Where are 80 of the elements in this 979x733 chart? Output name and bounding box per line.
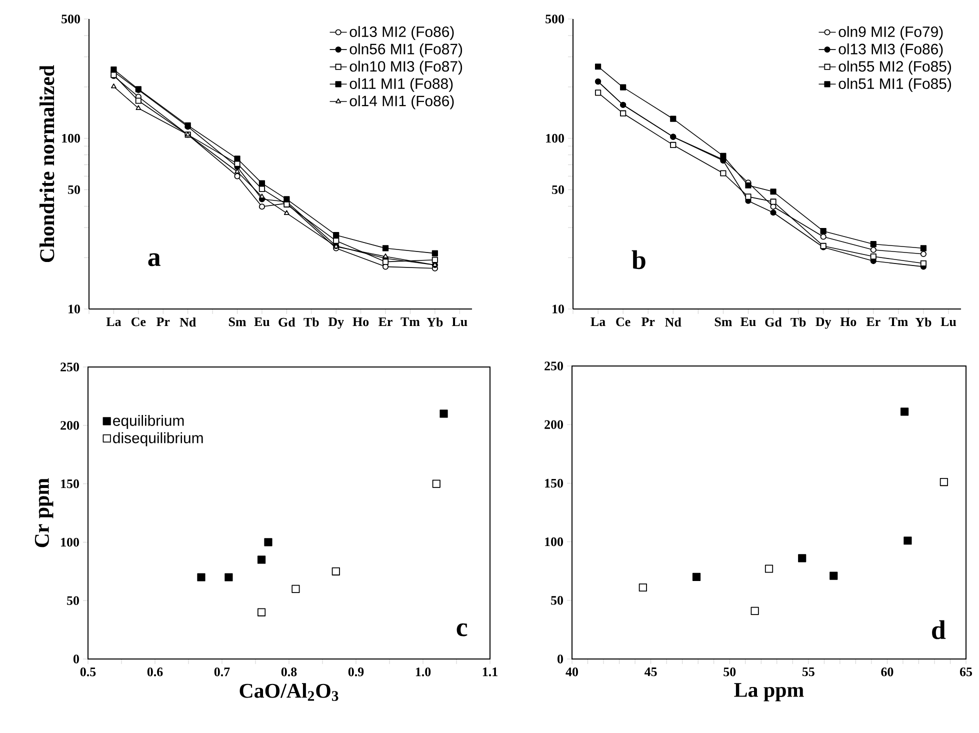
- y-axis-title: Chondrite normalized: [39, 65, 54, 262]
- x-tick-label: Nd: [180, 318, 196, 327]
- x-tick-label: Ho: [840, 317, 856, 326]
- x-tick-label: 1.1: [482, 668, 498, 676]
- y-tick-label: 100: [546, 134, 564, 143]
- x-tick-label: Pr: [641, 317, 655, 326]
- x-tick-label: Gd: [278, 318, 296, 327]
- annotation: b: [632, 250, 646, 270]
- x-tick-label: Eu: [254, 317, 270, 326]
- y-tick-label: 150: [61, 479, 79, 488]
- y-tick-label: 250: [60, 362, 79, 372]
- y-tick-label: 10: [552, 304, 564, 314]
- y-tick-label: 500: [62, 14, 80, 24]
- legend-label: ol13 MI2 (Fo86): [350, 26, 454, 40]
- y-tick-label: 0: [558, 654, 563, 664]
- x-tick-label: Ce: [131, 317, 146, 326]
- y-tick-label: 10: [68, 304, 80, 314]
- annotation: d: [932, 620, 946, 640]
- legend-label: ol13 MI3 (Fo86): [838, 43, 943, 58]
- x-tick-label: 40: [566, 668, 578, 676]
- y-tick-label: 50: [551, 596, 563, 605]
- y-tick-label: 50: [552, 185, 564, 194]
- y-axis-title: Cr ppm: [34, 478, 54, 548]
- x-axis-title: CaO/Al$_{2}$O$_{3}$: [240, 683, 338, 701]
- legend-label: oln56 MI1 (Fo87): [350, 43, 462, 58]
- annotation: c: [456, 623, 468, 636]
- y-tick-label: 250: [544, 362, 563, 370]
- legend-label: ol14 MI1 (Fo86): [350, 95, 454, 110]
- x-tick-label: 0.5: [80, 668, 96, 676]
- x-tick-label: 1.0: [416, 668, 431, 676]
- y-tick-label: 150: [545, 478, 563, 488]
- y-tick-label: 0: [74, 654, 79, 664]
- x-tick-label: Lu: [452, 317, 468, 326]
- x-tick-label: Eu: [740, 317, 756, 326]
- legend-label: ol11 MI1 (Fo88): [350, 78, 453, 92]
- y-tick-label: 50: [68, 185, 80, 194]
- x-tick-label: 45: [644, 668, 657, 676]
- x-tick-label: Dy: [328, 317, 344, 329]
- x-tick-label: La: [106, 317, 122, 326]
- x-tick-label: Lu: [940, 317, 956, 326]
- x-tick-label: Yb: [426, 318, 443, 327]
- x-tick-label: 50: [724, 668, 736, 676]
- x-tick-label: 0.8: [281, 668, 297, 676]
- x-tick-label: 0.9: [348, 668, 364, 676]
- x-tick-label: Yb: [915, 318, 932, 327]
- x-tick-label: Tm: [400, 317, 420, 326]
- x-tick-label: Tb: [790, 318, 806, 327]
- x-tick-label: 0.6: [147, 668, 163, 676]
- y-tick-label: 200: [544, 420, 563, 429]
- x-tick-label: 65: [960, 668, 972, 676]
- y-tick-label: 50: [67, 596, 79, 605]
- x-tick-label: 55: [802, 668, 814, 676]
- legend-label: disequilibrium: [113, 432, 203, 446]
- y-tick-label: 100: [545, 537, 563, 546]
- x-tick-label: Tm: [888, 317, 908, 326]
- x-tick-label: Ce: [616, 317, 630, 326]
- legend-label: equilibrium: [113, 414, 184, 429]
- x-tick-label: Er: [866, 317, 880, 326]
- legend-label: oln10 MI3 (Fo87): [350, 60, 462, 75]
- x-tick-label: 0.7: [214, 668, 230, 676]
- annotation: a: [148, 253, 160, 266]
- x-tick-label: Ho: [352, 317, 369, 326]
- legend-label: oln9 MI2 (Fo79): [838, 26, 943, 40]
- x-tick-label: Er: [378, 317, 392, 326]
- x-tick-label: La: [590, 317, 606, 326]
- x-tick-label: Pr: [156, 317, 170, 326]
- y-tick-label: 100: [62, 134, 80, 143]
- y-tick-label: 200: [60, 421, 79, 430]
- x-axis-title: La ppm: [734, 683, 804, 702]
- x-tick-label: Gd: [765, 318, 782, 327]
- legend-label: oln55 MI2 (Fo85): [838, 60, 951, 75]
- x-tick-label: Sm: [714, 317, 732, 326]
- x-tick-label: Dy: [816, 317, 832, 329]
- x-tick-label: Tb: [304, 318, 319, 327]
- y-tick-label: 100: [61, 538, 79, 547]
- y-tick-label: 500: [546, 14, 564, 24]
- x-tick-label: 60: [881, 668, 894, 676]
- x-tick-label: Sm: [228, 317, 246, 326]
- legend-label: oln51 MI1 (Fo85): [838, 78, 951, 92]
- x-tick-label: Nd: [665, 318, 682, 327]
